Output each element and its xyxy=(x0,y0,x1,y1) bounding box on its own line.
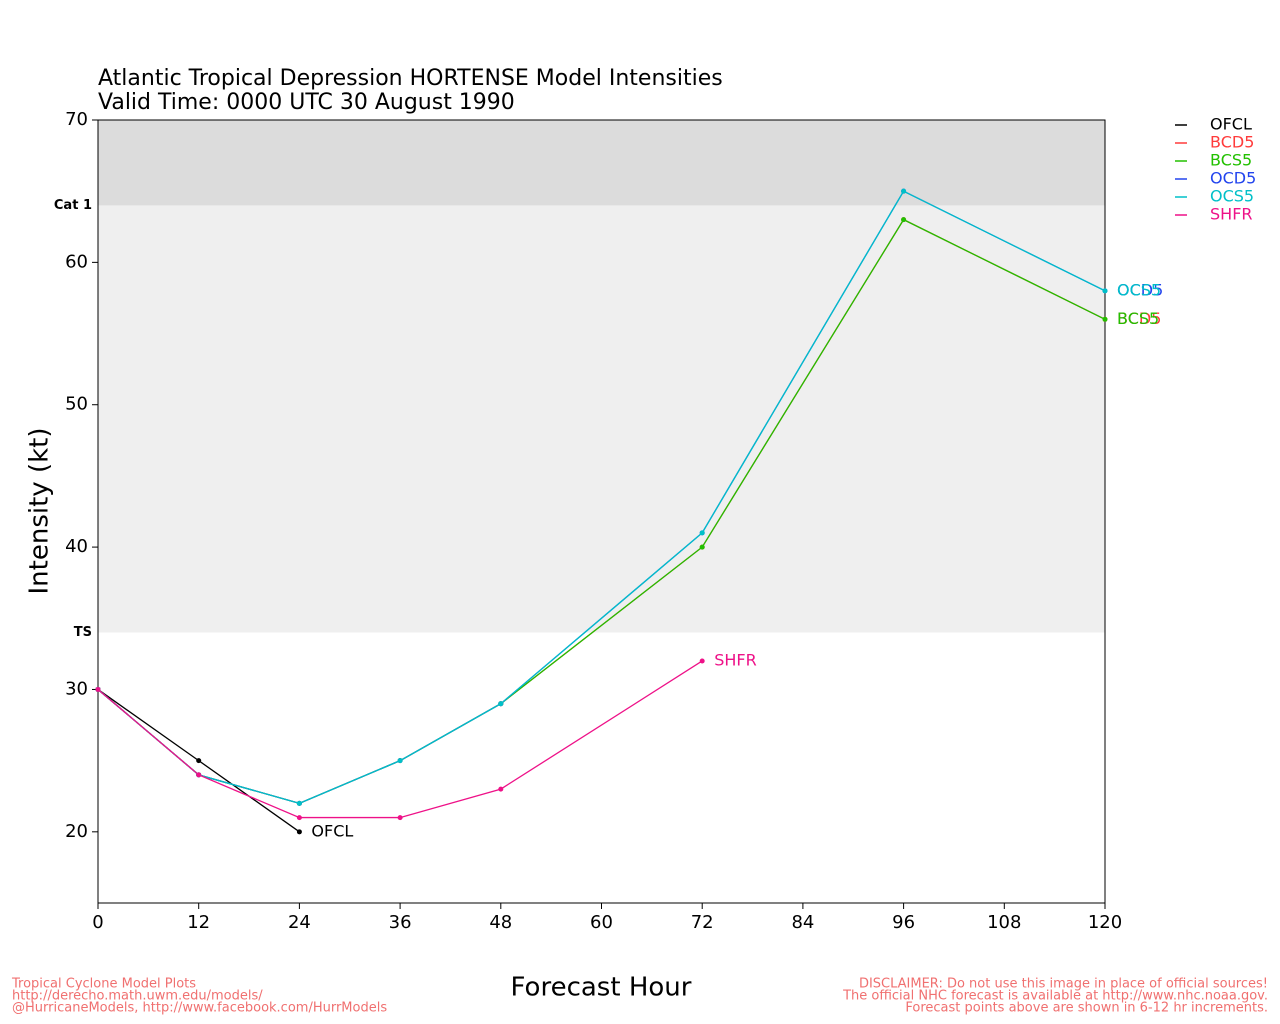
threshold-label: TS xyxy=(74,625,92,640)
footer-left: http://derecho.math.uwm.edu/models/ xyxy=(12,989,263,1004)
y-tick-label: 40 xyxy=(65,536,88,557)
x-tick-label: 48 xyxy=(489,912,512,933)
series-line xyxy=(97,660,703,819)
footer-right: DISCLAIMER: Do not use this image in pla… xyxy=(859,977,1268,992)
x-tick-label: 0 xyxy=(92,912,103,933)
data-point xyxy=(1102,316,1108,322)
y-tick-label: 60 xyxy=(65,251,88,272)
legend-label: OFCL xyxy=(1210,115,1252,134)
x-tick-label: 60 xyxy=(590,912,613,933)
data-point xyxy=(1102,288,1108,294)
data-point xyxy=(196,772,202,778)
intensity-band xyxy=(98,205,1105,633)
data-point xyxy=(296,800,302,806)
legend-label: BCS5 xyxy=(1210,151,1252,170)
x-tick-label: 12 xyxy=(187,912,210,933)
legend-label: OCS5 xyxy=(1210,187,1254,206)
end-label: OFCL xyxy=(311,821,353,840)
series-line xyxy=(97,190,1106,805)
legend-label: BCD5 xyxy=(1210,133,1254,152)
legend-label: SHFR xyxy=(1210,205,1253,224)
data-point xyxy=(901,217,907,223)
end-label: SHFR xyxy=(714,650,757,669)
intensity-band xyxy=(98,120,1105,206)
y-tick-label: 20 xyxy=(65,821,88,842)
data-point xyxy=(699,530,705,536)
data-point xyxy=(95,686,101,692)
end-label: OCD5 xyxy=(1117,280,1163,299)
data-point xyxy=(296,815,302,821)
y-tick-label: 70 xyxy=(65,109,88,130)
x-tick-label: 36 xyxy=(389,912,412,933)
x-tick-label: 72 xyxy=(691,912,714,933)
x-tick-label: 108 xyxy=(987,912,1021,933)
x-tick-label: 96 xyxy=(892,912,915,933)
footer-left: Tropical Cyclone Model Plots xyxy=(11,977,196,992)
data-point xyxy=(498,786,504,792)
data-point xyxy=(296,829,302,835)
y-axis-label: Intensity (kt) xyxy=(25,428,55,595)
data-point xyxy=(699,658,705,664)
x-tick-label: 120 xyxy=(1088,912,1122,933)
end-label: OCS5 xyxy=(1117,280,1161,299)
legend-label: OCD5 xyxy=(1210,169,1256,188)
data-point xyxy=(397,815,403,821)
chart-subtitle: Valid Time: 0000 UTC 30 August 1990 xyxy=(98,90,515,115)
y-tick-label: 50 xyxy=(65,394,88,415)
threshold-label: Cat 1 xyxy=(54,198,92,213)
data-point xyxy=(901,188,907,194)
x-tick-label: 84 xyxy=(791,912,814,933)
y-tick-label: 30 xyxy=(65,678,88,699)
chart-title: Atlantic Tropical Depression HORTENSE Mo… xyxy=(98,66,723,91)
data-point xyxy=(699,544,705,550)
footer-right: The official NHC forecast is available a… xyxy=(842,989,1268,1004)
x-tick-label: 24 xyxy=(288,912,311,933)
end-label: BCD5 xyxy=(1117,309,1161,328)
data-point xyxy=(498,701,504,707)
data-point xyxy=(397,758,403,764)
x-axis-label: Forecast Hour xyxy=(511,973,692,1003)
end-label: BCS5 xyxy=(1117,309,1159,328)
footer-right: Forecast points above are shown in 6-12 … xyxy=(905,1001,1268,1016)
footer-left: @HurricaneModels, http://www.facebook.co… xyxy=(12,1001,387,1016)
data-point xyxy=(196,758,202,764)
